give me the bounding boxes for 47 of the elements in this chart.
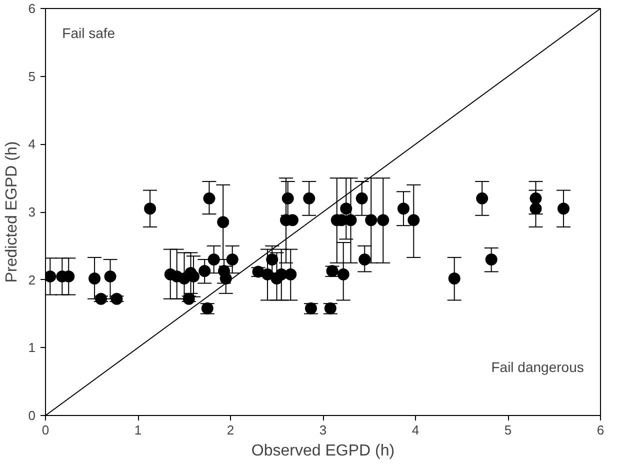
point bbox=[340, 202, 352, 215]
x-tick-label: 5 bbox=[504, 422, 512, 438]
x-tick-label: 6 bbox=[596, 422, 604, 438]
y-tick-label: 3 bbox=[28, 204, 36, 220]
x-tick-label: 2 bbox=[226, 422, 234, 438]
x-tick-label: 4 bbox=[412, 422, 420, 438]
y-axis-title: Predicted EGPD (h) bbox=[3, 141, 20, 283]
point bbox=[397, 202, 410, 215]
point bbox=[284, 268, 297, 280]
point bbox=[356, 192, 368, 204]
y-tick-label: 5 bbox=[28, 68, 36, 84]
point bbox=[88, 272, 101, 284]
point bbox=[46, 270, 56, 282]
point bbox=[448, 272, 460, 284]
point bbox=[377, 214, 390, 226]
annotation: Fail safe bbox=[62, 24, 116, 41]
point bbox=[220, 272, 232, 284]
point bbox=[282, 192, 294, 204]
point bbox=[208, 253, 220, 266]
point bbox=[558, 202, 570, 215]
y-tick-label: 4 bbox=[28, 136, 36, 152]
x-tick-label: 1 bbox=[134, 422, 142, 438]
annotation: Fail dangerous bbox=[491, 358, 584, 375]
point bbox=[144, 202, 156, 215]
point bbox=[226, 253, 238, 266]
point bbox=[198, 265, 211, 278]
point bbox=[358, 253, 371, 266]
point bbox=[530, 192, 542, 204]
point bbox=[485, 253, 498, 266]
point bbox=[530, 202, 542, 215]
point bbox=[408, 214, 420, 226]
point bbox=[203, 192, 216, 204]
point bbox=[266, 253, 278, 266]
y-tick-label: 0 bbox=[28, 408, 36, 423]
x-tick-label: 0 bbox=[42, 422, 50, 438]
y-tick-label: 2 bbox=[28, 272, 36, 288]
point bbox=[262, 268, 274, 280]
y-tick-label: 1 bbox=[28, 340, 36, 356]
point bbox=[476, 192, 488, 204]
point bbox=[217, 216, 230, 228]
y-tick-label: 6 bbox=[28, 1, 36, 16]
point bbox=[365, 214, 378, 226]
x-tick-label: 3 bbox=[319, 422, 327, 438]
point bbox=[337, 268, 350, 280]
x-axis-title: Observed EGPD (h) bbox=[251, 442, 395, 460]
point bbox=[303, 192, 316, 204]
point bbox=[104, 270, 116, 282]
